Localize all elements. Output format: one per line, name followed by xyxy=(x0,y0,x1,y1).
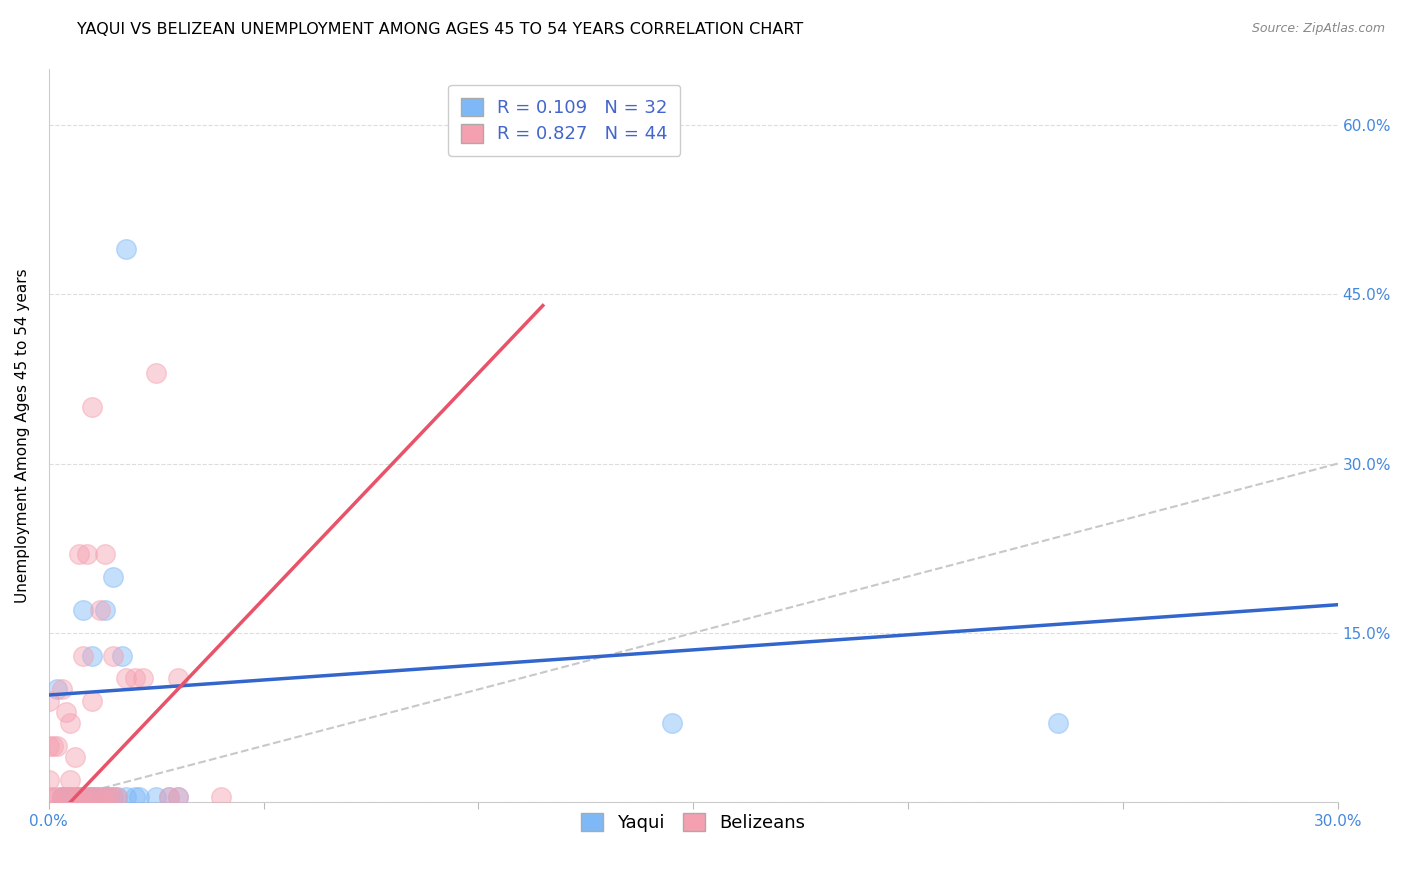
Point xyxy=(103,789,125,804)
Point xyxy=(97,789,120,804)
Point xyxy=(67,789,90,804)
Point xyxy=(115,242,138,256)
Point xyxy=(46,739,69,753)
Point xyxy=(124,671,146,685)
Point xyxy=(67,789,90,804)
Point xyxy=(38,694,60,708)
Legend: Yaqui, Belizeans: Yaqui, Belizeans xyxy=(568,800,818,845)
Point xyxy=(51,682,73,697)
Point xyxy=(55,789,77,804)
Point xyxy=(157,789,180,804)
Point xyxy=(107,789,129,804)
Point xyxy=(72,603,94,617)
Point xyxy=(166,671,188,685)
Point xyxy=(51,789,73,804)
Point xyxy=(124,789,146,804)
Point xyxy=(157,789,180,804)
Point xyxy=(103,789,125,804)
Point xyxy=(46,682,69,697)
Point xyxy=(67,547,90,561)
Point xyxy=(115,671,138,685)
Point xyxy=(42,739,65,753)
Point xyxy=(80,789,103,804)
Y-axis label: Unemployment Among Ages 45 to 54 years: Unemployment Among Ages 45 to 54 years xyxy=(15,268,30,603)
Point xyxy=(128,789,150,804)
Point xyxy=(84,789,107,804)
Point xyxy=(72,789,94,804)
Point xyxy=(76,789,98,804)
Point xyxy=(107,789,129,804)
Point xyxy=(93,547,115,561)
Point xyxy=(51,789,73,804)
Point xyxy=(89,789,111,804)
Point xyxy=(97,789,120,804)
Point xyxy=(38,789,60,804)
Point xyxy=(38,772,60,787)
Point xyxy=(93,603,115,617)
Point xyxy=(42,789,65,804)
Point xyxy=(1047,716,1070,731)
Point xyxy=(80,789,103,804)
Point xyxy=(46,789,69,804)
Point xyxy=(93,789,115,804)
Point xyxy=(115,789,138,804)
Point xyxy=(76,789,98,804)
Point xyxy=(80,789,103,804)
Point xyxy=(111,648,134,663)
Point xyxy=(166,789,188,804)
Point xyxy=(76,547,98,561)
Point xyxy=(84,789,107,804)
Point xyxy=(89,789,111,804)
Point xyxy=(132,671,155,685)
Point xyxy=(145,789,167,804)
Point xyxy=(59,789,82,804)
Text: YAQUI VS BELIZEAN UNEMPLOYMENT AMONG AGES 45 TO 54 YEARS CORRELATION CHART: YAQUI VS BELIZEAN UNEMPLOYMENT AMONG AGE… xyxy=(77,22,804,37)
Point xyxy=(59,789,82,804)
Point xyxy=(80,694,103,708)
Point xyxy=(80,648,103,663)
Point xyxy=(67,789,90,804)
Point xyxy=(166,789,188,804)
Point xyxy=(63,789,86,804)
Point xyxy=(59,772,82,787)
Point xyxy=(51,789,73,804)
Point xyxy=(89,603,111,617)
Point xyxy=(145,367,167,381)
Point xyxy=(59,789,82,804)
Point xyxy=(55,705,77,719)
Point xyxy=(63,789,86,804)
Point xyxy=(63,750,86,764)
Point xyxy=(38,739,60,753)
Text: Source: ZipAtlas.com: Source: ZipAtlas.com xyxy=(1251,22,1385,36)
Point xyxy=(59,716,82,731)
Point xyxy=(72,648,94,663)
Point xyxy=(93,789,115,804)
Point xyxy=(103,569,125,583)
Point xyxy=(80,400,103,414)
Point xyxy=(103,648,125,663)
Point xyxy=(661,716,683,731)
Point xyxy=(209,789,232,804)
Point xyxy=(55,789,77,804)
Point xyxy=(67,789,90,804)
